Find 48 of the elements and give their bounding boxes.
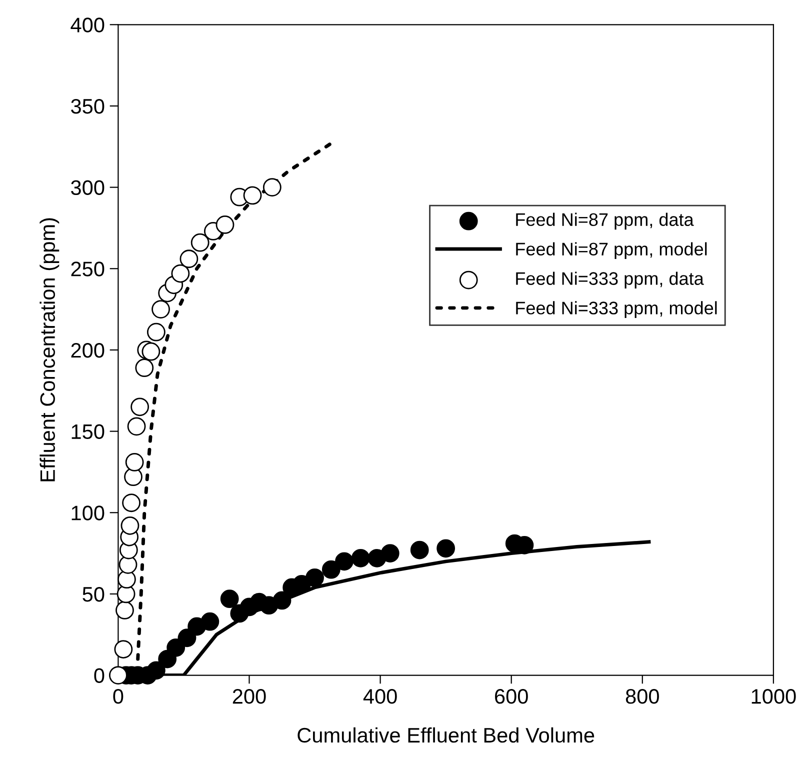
point: [292, 575, 311, 594]
y-tick-label: 250: [71, 262, 104, 276]
point: [220, 590, 239, 608]
x-tick-label: 400: [363, 689, 397, 704]
y-tick-label: 300: [71, 180, 104, 196]
y-tick-label: 350: [71, 98, 104, 114]
y-tick-label: 200: [71, 342, 104, 358]
point: [262, 178, 282, 197]
point: [114, 640, 133, 658]
point: [166, 638, 186, 657]
x-tick-label: 200: [232, 689, 266, 704]
point: [335, 552, 354, 571]
y-tick-label: 100: [72, 506, 104, 520]
point: [108, 666, 128, 684]
point: [410, 540, 429, 560]
legend-label: Feed Ni=333 ppm, data: [516, 272, 704, 289]
point: [216, 216, 234, 234]
y-axis-title: Effluent Concentration (ppm): [40, 218, 60, 482]
point: [351, 548, 370, 568]
legend-label: Feed Ni=333 ppm, model: [516, 301, 717, 318]
point: [127, 417, 146, 436]
point: [120, 516, 140, 535]
x-tick-label: 800: [626, 689, 659, 704]
x-tick-label: 0: [113, 689, 124, 704]
point: [146, 322, 166, 342]
point: [322, 560, 340, 579]
point: [380, 544, 400, 562]
y-tick-label: 150: [72, 424, 104, 440]
legend-label: Feed Ni=87 ppm, data: [516, 212, 694, 230]
point: [178, 628, 196, 648]
point: [200, 612, 220, 631]
y-tick-label: 400: [70, 18, 104, 32]
point: [142, 342, 160, 361]
point: [122, 494, 140, 512]
y-tick-label: 0: [94, 668, 104, 684]
x-tick-label: 1000: [752, 689, 796, 704]
legend-label: Feed Ni=87 ppm, model: [516, 242, 707, 260]
point: [306, 568, 324, 587]
point: [146, 661, 166, 680]
x-axis-title: Cumulative Effluent Bed Volume: [298, 727, 594, 743]
y-tick-label: 50: [82, 586, 104, 602]
point: [171, 264, 190, 283]
point: [272, 591, 292, 610]
point: [243, 186, 262, 205]
line-series: [136, 142, 333, 661]
x-tick-label: 600: [495, 689, 528, 704]
point: [125, 453, 144, 472]
point: [436, 539, 456, 558]
